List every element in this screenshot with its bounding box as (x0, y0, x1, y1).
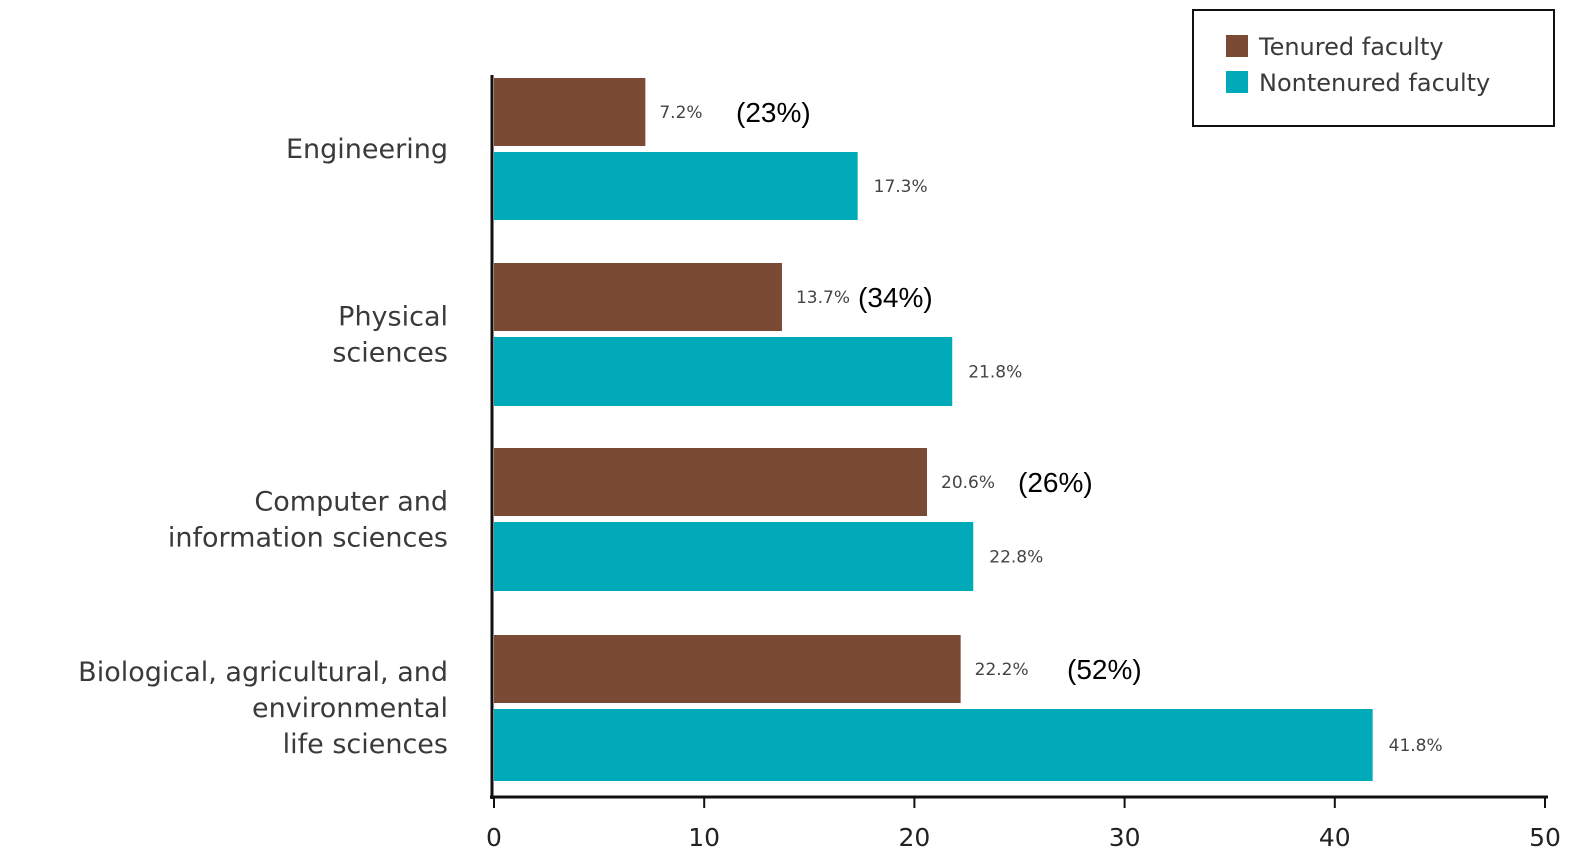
bar-nontenured (494, 152, 858, 220)
category-label: life sciences (283, 729, 448, 760)
x-tick-label: 0 (486, 823, 502, 852)
x-tick-label: 40 (1319, 823, 1351, 852)
legend-swatch (1226, 71, 1248, 93)
data-label-tenured: 20.6% (941, 473, 995, 493)
bars-layer (494, 78, 1373, 781)
data-label-nontenured: 21.8% (968, 363, 1022, 383)
legend-swatch (1226, 35, 1248, 57)
category-label: Physical (338, 302, 448, 333)
bar-nontenured (494, 709, 1373, 781)
category-label: sciences (332, 338, 448, 369)
category-label: Engineering (286, 134, 448, 165)
data-label-nontenured: 17.3% (874, 177, 928, 197)
category-label: environmental (252, 693, 448, 724)
bar-nontenured (494, 522, 974, 591)
x-tick-label: 20 (898, 823, 930, 852)
legend-label: Tenured faculty (1258, 33, 1444, 61)
data-label-nontenured: 22.8% (989, 548, 1043, 568)
axes-layer: 0 10 20 30 40 50 (486, 75, 1561, 852)
share-annotation: (34%) (858, 282, 933, 313)
share-annotation: (26%) (1018, 467, 1093, 498)
data-label-nontenured: 41.8% (1389, 736, 1443, 756)
legend: Tenured faculty Nontenured faculty (1192, 9, 1555, 127)
bar-tenured (494, 78, 646, 146)
category-label: Computer and (254, 487, 448, 518)
x-tick-label: 30 (1109, 823, 1141, 852)
legend-box (1192, 9, 1555, 127)
data-label-tenured: 7.2% (659, 103, 702, 123)
share-annotation: (52%) (1067, 654, 1142, 685)
category-label: Biological, agricultural, and (78, 657, 448, 688)
data-label-tenured: 13.7% (796, 288, 850, 308)
category-label: information sciences (168, 523, 448, 554)
bar-tenured (494, 448, 928, 516)
share-annotation: (23%) (736, 97, 811, 128)
bar-tenured (494, 635, 961, 703)
x-tick-label: 10 (688, 823, 720, 852)
legend-label: Nontenured faculty (1259, 69, 1490, 97)
labels-layer: 7.2% 17.3% (23%) Engineering 13.7% 21.8% (34%)… (78, 97, 1442, 760)
bar-tenured (494, 263, 782, 331)
data-label-tenured: 22.2% (975, 660, 1029, 680)
bar-nontenured (494, 337, 953, 406)
x-tick-label: 50 (1529, 823, 1561, 852)
